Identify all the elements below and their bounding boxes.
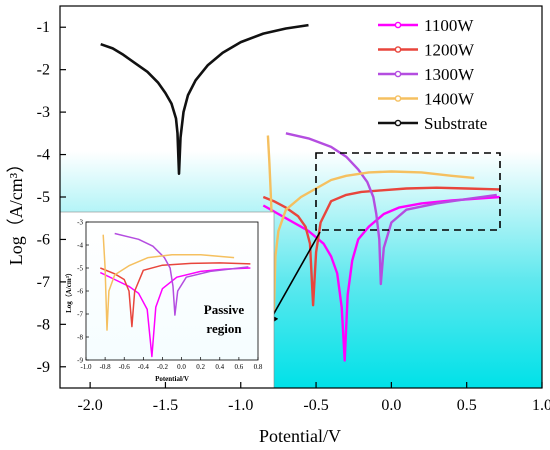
main-axes: -2.0 -1.5 -1.0 -0.5 0.0 0.5 1.0-1-2-3-4-5-6-7-… — [37, 19, 550, 414]
inset-y-tick-label: -4 — [77, 242, 83, 250]
inset-curves — [99, 232, 251, 358]
x-tick-label: 0.0 — [381, 397, 401, 414]
inset-series-line-1200w — [100, 262, 251, 328]
inset-x-tick-label: 0.2 — [196, 363, 205, 371]
passive-label-line2: region — [206, 321, 242, 336]
x-tick-label: -1.5 — [153, 397, 178, 414]
inset-x-tick-label: -1.0 — [80, 363, 92, 371]
inset-x-tick-label: -0.2 — [157, 363, 169, 371]
inset-x-tick-label: -0.4 — [138, 363, 150, 371]
inset-y-tick-label: -9 — [77, 357, 83, 365]
legend-marker — [394, 95, 402, 102]
legend-label: Substrate — [424, 114, 487, 133]
legend-marker — [394, 70, 402, 78]
inset-chart: -1.0 -0.8 -0.6 -0.4 -0.2 0.0 0.2 0.4 0.6 0.8 -3 -4 -… — [59, 211, 275, 389]
legend-marker — [394, 21, 402, 29]
series-line-1200w — [262, 186, 500, 307]
legend-item-1200w: 1200W — [378, 41, 475, 60]
legend-item-substrate: Substrate — [378, 114, 487, 133]
inset-series-line-1300w — [114, 232, 249, 316]
inset-y-tick-label: -7 — [77, 311, 83, 319]
y-axis-title: Log（A/cm³） — [6, 155, 26, 265]
inset-y-tick-label: -5 — [77, 265, 83, 273]
legend-label: 1400W — [424, 90, 475, 109]
y-tick-label: -4 — [37, 147, 50, 164]
legend-label: 1200W — [424, 41, 475, 60]
legend: 1100W 1200W 1300W 1400W Substrate — [378, 16, 487, 133]
inset-x-tick-label: 0.4 — [215, 363, 224, 371]
y-tick-label: -9 — [37, 359, 50, 376]
y-tick-label: -2 — [37, 62, 50, 79]
inset-x-tick-label: -0.8 — [100, 363, 112, 371]
legend-label: 1100W — [424, 16, 474, 35]
inset-x-tick-label: 0.6 — [235, 363, 244, 371]
inset-y-tick-label: -6 — [77, 288, 83, 296]
y-tick-label: -7 — [37, 274, 50, 291]
y-tick-label: -1 — [37, 19, 50, 36]
legend-marker — [394, 46, 402, 53]
inset-y-tick-label: -8 — [77, 334, 83, 342]
y-tick-label: -5 — [37, 189, 50, 206]
y-tick-label: -3 — [37, 104, 50, 121]
x-tick-label: -1.0 — [228, 397, 253, 414]
legend-label: 1300W — [424, 65, 475, 84]
inset-x-axis-title: Potential/V — [155, 375, 189, 383]
passive-region-arrow — [266, 231, 321, 327]
legend-item-1400w: 1400W — [378, 90, 475, 109]
inset-x-tick-label: -0.6 — [119, 363, 131, 371]
x-tick-label: 1.0 — [532, 397, 550, 414]
series-line-1300w — [285, 132, 497, 286]
passive-label-line1: Passive — [204, 302, 245, 317]
inset-series-line-1400w — [102, 234, 235, 331]
y-tick-label: -8 — [37, 316, 50, 333]
inset-x-tick-label: 0.8 — [254, 363, 263, 371]
inset-axes: -1.0 -0.8 -0.6 -0.4 -0.2 0.0 0.2 0.4 0.6 0.8 -3 -4 -… — [77, 219, 263, 372]
y-tick-label: -6 — [37, 231, 50, 248]
x-tick-label: -2.0 — [77, 397, 102, 414]
legend-item-1100w: 1100W — [378, 16, 474, 35]
legend-item-1300w: 1300W — [378, 65, 475, 84]
inset-x-tick-label: 0.0 — [177, 363, 186, 371]
series-line-substrate — [100, 23, 309, 175]
inset-y-tick-label: -3 — [77, 219, 83, 227]
x-tick-label: 0.5 — [457, 397, 477, 414]
passive-region-box — [315, 152, 501, 231]
x-axis-title: Potential/V — [259, 426, 341, 446]
inset-y-axis-title: Log（A/cm³） — [65, 269, 73, 313]
legend-marker — [394, 119, 402, 127]
inset-plot-area — [86, 222, 258, 360]
series-line-1100w — [262, 195, 500, 362]
x-tick-label: -0.5 — [303, 397, 328, 414]
